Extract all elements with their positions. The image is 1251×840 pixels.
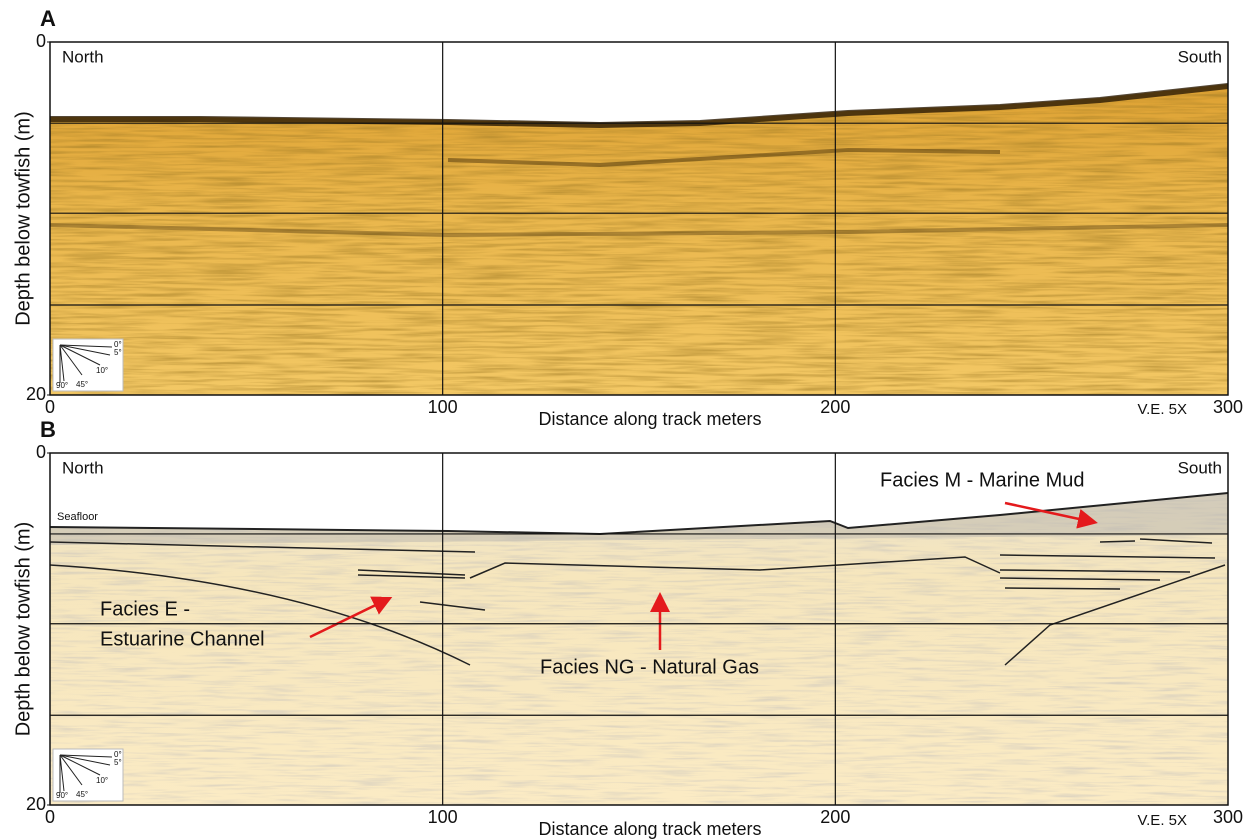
x-tick-label: 0: [45, 397, 55, 417]
dip-label: 90°: [56, 791, 68, 800]
x-tick-label: 100: [428, 397, 458, 417]
y-axis-label: Depth below towfish (m): [12, 522, 34, 737]
y-tick-label: 0: [36, 442, 46, 462]
dip-scale: 0°5°10°45°90°: [53, 339, 123, 391]
y-tick-label: 20: [26, 384, 46, 404]
y-tick-label: 20: [26, 794, 46, 814]
dip-label: 5°: [114, 348, 122, 357]
panel-label: B: [40, 417, 56, 442]
panel-label: A: [40, 6, 56, 31]
dip-label: 45°: [76, 380, 88, 389]
annotation: Estuarine Channel: [100, 628, 265, 650]
annotation: Facies M - Marine Mud: [880, 469, 1085, 491]
dip-label: 90°: [56, 381, 68, 390]
x-tick-label: 0: [45, 807, 55, 827]
dip-label: 45°: [76, 790, 88, 799]
y-axis-label: Depth below towfish (m): [12, 111, 34, 326]
annotation: Facies NG - Natural Gas: [540, 656, 759, 678]
annotation: V.E. 5X: [1138, 812, 1187, 829]
seismic-image-a: [50, 42, 1228, 395]
dip-label: 10°: [96, 776, 108, 785]
annotation: V.E. 5X: [1138, 401, 1187, 418]
annotation: Facies E -: [100, 598, 190, 620]
x-tick-label: 200: [820, 807, 850, 827]
dip-scale: 0°5°10°45°90°: [53, 749, 123, 801]
x-tick-label: 200: [820, 397, 850, 417]
annotation: Seafloor: [57, 511, 98, 523]
dip-label: 5°: [114, 758, 122, 767]
x-tick-label: 100: [428, 807, 458, 827]
figure: A Depth below towfish (m) Distance along t…: [0, 0, 1251, 840]
y-tick-label: 0: [36, 31, 46, 51]
annotation: South: [1178, 47, 1222, 66]
dip-label: 10°: [96, 366, 108, 375]
x-tick-label: 300: [1213, 397, 1243, 417]
x-axis-label: Distance along track meters: [538, 409, 761, 429]
annotation: North: [62, 458, 104, 477]
x-axis-label: Distance along track meters: [538, 819, 761, 839]
x-tick-label: 300: [1213, 807, 1243, 827]
annotation: South: [1178, 458, 1222, 477]
annotation: North: [62, 47, 104, 66]
